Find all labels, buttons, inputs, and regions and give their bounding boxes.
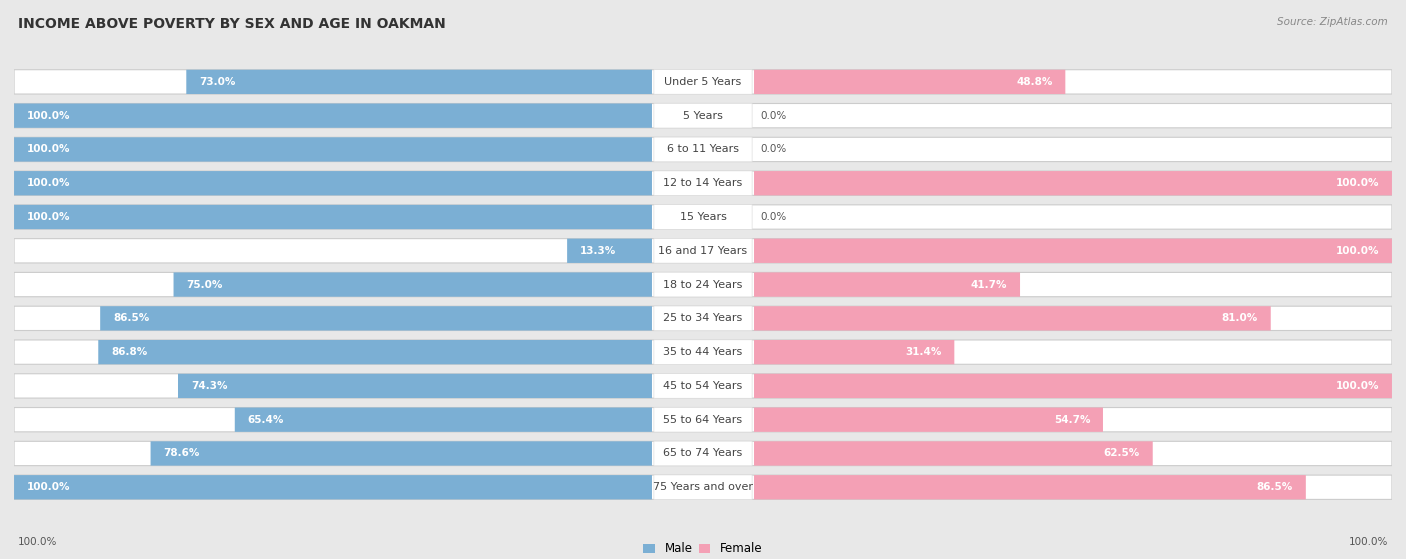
Text: 75 Years and over: 75 Years and over — [652, 482, 754, 492]
FancyBboxPatch shape — [654, 239, 752, 263]
FancyBboxPatch shape — [654, 69, 752, 94]
FancyBboxPatch shape — [14, 171, 1392, 196]
FancyBboxPatch shape — [14, 138, 1392, 162]
FancyBboxPatch shape — [567, 239, 652, 263]
FancyBboxPatch shape — [654, 137, 752, 162]
FancyBboxPatch shape — [654, 340, 752, 364]
FancyBboxPatch shape — [754, 441, 1153, 466]
FancyBboxPatch shape — [14, 103, 652, 128]
Text: 35 to 44 Years: 35 to 44 Years — [664, 347, 742, 357]
FancyBboxPatch shape — [173, 272, 652, 297]
Text: 100.0%: 100.0% — [18, 537, 58, 547]
FancyBboxPatch shape — [14, 138, 652, 162]
Text: 100.0%: 100.0% — [1336, 246, 1379, 256]
FancyBboxPatch shape — [14, 408, 1392, 432]
Text: 41.7%: 41.7% — [970, 280, 1007, 290]
Text: 86.5%: 86.5% — [1257, 482, 1294, 492]
Text: Under 5 Years: Under 5 Years — [665, 77, 741, 87]
Text: 55 to 64 Years: 55 to 64 Years — [664, 415, 742, 425]
Text: 18 to 24 Years: 18 to 24 Years — [664, 280, 742, 290]
FancyBboxPatch shape — [14, 475, 652, 499]
FancyBboxPatch shape — [754, 239, 1392, 263]
Text: 100.0%: 100.0% — [1348, 537, 1388, 547]
Text: 100.0%: 100.0% — [1336, 381, 1379, 391]
Text: Source: ZipAtlas.com: Source: ZipAtlas.com — [1277, 17, 1388, 27]
FancyBboxPatch shape — [14, 239, 1392, 263]
FancyBboxPatch shape — [654, 171, 752, 196]
Text: 6 to 11 Years: 6 to 11 Years — [666, 144, 740, 154]
FancyBboxPatch shape — [14, 205, 1392, 229]
FancyBboxPatch shape — [100, 306, 652, 330]
FancyBboxPatch shape — [98, 340, 652, 364]
Text: INCOME ABOVE POVERTY BY SEX AND AGE IN OAKMAN: INCOME ABOVE POVERTY BY SEX AND AGE IN O… — [18, 17, 446, 31]
FancyBboxPatch shape — [754, 272, 1019, 297]
Text: 54.7%: 54.7% — [1053, 415, 1090, 425]
Text: 5 Years: 5 Years — [683, 111, 723, 121]
FancyBboxPatch shape — [654, 103, 752, 128]
Text: 100.0%: 100.0% — [27, 144, 70, 154]
FancyBboxPatch shape — [14, 70, 1392, 94]
FancyBboxPatch shape — [654, 306, 752, 331]
FancyBboxPatch shape — [754, 171, 1392, 196]
FancyBboxPatch shape — [754, 306, 1271, 330]
Text: 45 to 54 Years: 45 to 54 Years — [664, 381, 742, 391]
Text: 13.3%: 13.3% — [579, 246, 616, 256]
FancyBboxPatch shape — [235, 408, 652, 432]
Text: 86.5%: 86.5% — [112, 314, 149, 323]
Text: 100.0%: 100.0% — [27, 111, 70, 121]
Text: 78.6%: 78.6% — [163, 448, 200, 458]
FancyBboxPatch shape — [754, 340, 955, 364]
FancyBboxPatch shape — [186, 70, 652, 94]
Text: 0.0%: 0.0% — [761, 212, 787, 222]
FancyBboxPatch shape — [14, 441, 1392, 466]
Text: 15 Years: 15 Years — [679, 212, 727, 222]
FancyBboxPatch shape — [14, 475, 1392, 499]
Text: 100.0%: 100.0% — [27, 178, 70, 188]
FancyBboxPatch shape — [14, 374, 1392, 398]
FancyBboxPatch shape — [14, 340, 1392, 364]
Text: 65.4%: 65.4% — [247, 415, 284, 425]
Text: 75.0%: 75.0% — [186, 280, 222, 290]
Text: 100.0%: 100.0% — [1336, 178, 1379, 188]
Text: 31.4%: 31.4% — [905, 347, 942, 357]
FancyBboxPatch shape — [14, 103, 1392, 128]
FancyBboxPatch shape — [654, 205, 752, 229]
FancyBboxPatch shape — [179, 374, 652, 398]
Text: 74.3%: 74.3% — [191, 381, 228, 391]
FancyBboxPatch shape — [654, 272, 752, 297]
Text: 81.0%: 81.0% — [1222, 314, 1258, 323]
FancyBboxPatch shape — [654, 475, 752, 500]
Text: 100.0%: 100.0% — [27, 482, 70, 492]
FancyBboxPatch shape — [654, 373, 752, 398]
Text: 12 to 14 Years: 12 to 14 Years — [664, 178, 742, 188]
FancyBboxPatch shape — [754, 374, 1392, 398]
FancyBboxPatch shape — [654, 441, 752, 466]
FancyBboxPatch shape — [14, 205, 652, 229]
Text: 62.5%: 62.5% — [1104, 448, 1140, 458]
Text: 16 and 17 Years: 16 and 17 Years — [658, 246, 748, 256]
Text: 0.0%: 0.0% — [761, 144, 787, 154]
Text: 73.0%: 73.0% — [200, 77, 235, 87]
FancyBboxPatch shape — [14, 171, 652, 196]
Text: 48.8%: 48.8% — [1017, 77, 1053, 87]
FancyBboxPatch shape — [14, 272, 1392, 297]
Text: 86.8%: 86.8% — [111, 347, 148, 357]
Text: 0.0%: 0.0% — [761, 111, 787, 121]
Text: 100.0%: 100.0% — [27, 212, 70, 222]
FancyBboxPatch shape — [754, 70, 1066, 94]
FancyBboxPatch shape — [150, 441, 652, 466]
FancyBboxPatch shape — [14, 306, 1392, 330]
FancyBboxPatch shape — [654, 408, 752, 432]
Text: 25 to 34 Years: 25 to 34 Years — [664, 314, 742, 323]
FancyBboxPatch shape — [754, 475, 1306, 499]
FancyBboxPatch shape — [754, 408, 1102, 432]
Text: 65 to 74 Years: 65 to 74 Years — [664, 448, 742, 458]
Legend: Male, Female: Male, Female — [638, 538, 768, 559]
